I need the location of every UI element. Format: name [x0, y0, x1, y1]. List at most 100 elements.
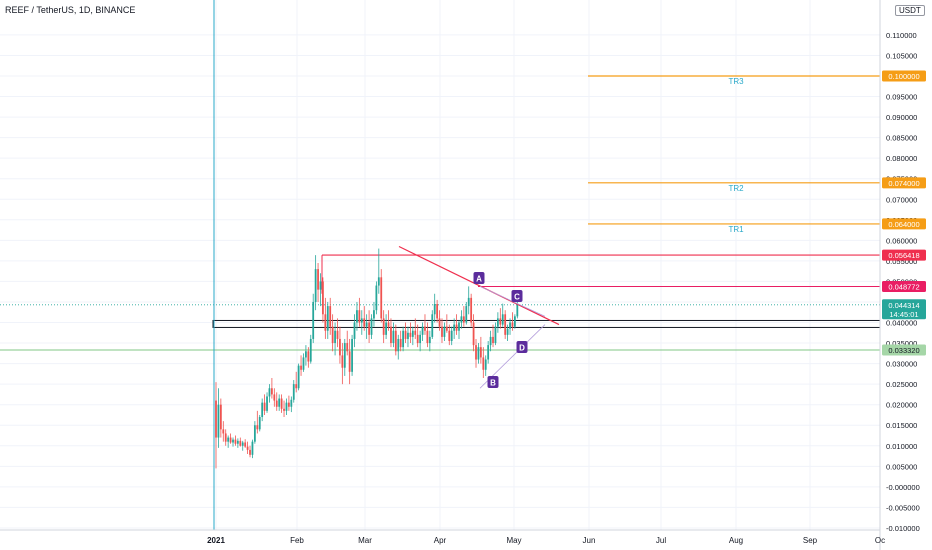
- candle: [363, 306, 366, 331]
- candle: [253, 421, 256, 444]
- pattern-marker: D: [516, 341, 528, 353]
- candle: [319, 273, 322, 307]
- y-tick-label: 0.035000: [886, 339, 917, 348]
- y-tick-label: 0.090000: [886, 113, 917, 122]
- candle: [285, 398, 288, 415]
- candle-body: [399, 338, 402, 348]
- candle-body: [409, 332, 412, 337]
- candle-body: [428, 336, 431, 344]
- candle-body: [375, 285, 378, 311]
- candle: [215, 382, 217, 469]
- candle-body: [300, 365, 302, 370]
- candle-body: [387, 322, 390, 327]
- candle-body: [516, 304, 519, 317]
- x-tick-label: 2021: [207, 536, 225, 545]
- candle-body: [346, 343, 349, 352]
- pattern-marker: A: [473, 272, 485, 284]
- candle-body: [484, 359, 487, 370]
- candle: [346, 330, 349, 356]
- candle: [382, 310, 385, 344]
- candles: [215, 248, 519, 469]
- candle: [334, 322, 336, 356]
- y-tick-label: -0.005000: [886, 503, 920, 512]
- candle: [227, 435, 230, 448]
- x-tick-label: May: [506, 536, 521, 545]
- candle-body: [302, 357, 305, 370]
- candle: [261, 398, 264, 422]
- drawings: [213, 0, 560, 530]
- candle: [283, 400, 285, 418]
- candle: [428, 330, 431, 352]
- price-label-box: [882, 177, 926, 189]
- candle-body: [477, 347, 480, 360]
- candle-body: [426, 330, 429, 344]
- candle: [331, 314, 334, 352]
- candle: [482, 347, 485, 378]
- candle: [278, 394, 281, 411]
- candle: [421, 322, 424, 342]
- time-axis[interactable]: 2021 Feb Mar Apr May Jun Jul Aug Sep Oc: [0, 529, 885, 545]
- grid: [0, 0, 881, 530]
- candle: [460, 310, 463, 329]
- candle: [402, 326, 405, 352]
- price-axis[interactable]: 0.110000 0.105000 0.100000 0.095000 0.090000…: [879, 0, 926, 550]
- candle: [232, 437, 234, 447]
- candle-body: [268, 388, 271, 397]
- candle-body: [348, 351, 351, 372]
- currency-button[interactable]: USDT: [895, 5, 925, 16]
- candle-body: [297, 365, 300, 389]
- candle-body: [501, 314, 504, 325]
- candle-body: [270, 388, 273, 395]
- candle: [222, 421, 225, 442]
- candle-body: [290, 399, 293, 407]
- y-tick-label: 0.005000: [886, 462, 917, 471]
- candle: [399, 330, 402, 352]
- candle: [492, 324, 494, 348]
- candle-body: [462, 316, 465, 323]
- price-label: 0.100000: [882, 70, 926, 82]
- chart-title: REEF / TetherUS, 1D, BINANCE: [5, 5, 136, 15]
- candle: [339, 326, 341, 364]
- candle-body: [261, 402, 264, 418]
- candle: [224, 429, 227, 446]
- candle-body: [441, 326, 443, 337]
- price-label: 0.074000: [882, 177, 926, 189]
- x-tick-label: Sep: [803, 536, 818, 545]
- candle: [219, 398, 222, 438]
- candle: [297, 363, 300, 391]
- candle: [309, 334, 312, 364]
- candle: [431, 310, 434, 339]
- marker-box: [516, 341, 528, 353]
- y-tick-label: 0.015000: [886, 421, 917, 430]
- candle-body: [307, 351, 310, 362]
- candle-body: [394, 330, 397, 352]
- candle-body: [397, 338, 400, 352]
- candle-body: [453, 324, 456, 331]
- candle-body: [407, 332, 409, 339]
- candle: [455, 314, 458, 335]
- candle-body: [256, 425, 259, 430]
- candle: [513, 314, 516, 329]
- candle-body: [292, 384, 295, 400]
- candle-body: [467, 297, 470, 307]
- candle-body: [455, 324, 458, 331]
- candle-body: [377, 277, 380, 286]
- candle-body: [448, 330, 451, 342]
- candle: [241, 440, 244, 451]
- x-tick-label: Jul: [656, 536, 666, 545]
- candle-body: [246, 446, 249, 450]
- candle-body: [438, 318, 441, 327]
- price-label-box: [882, 249, 926, 261]
- candle: [295, 371, 298, 393]
- candle: [358, 297, 361, 327]
- y-tick-label: 0.060000: [886, 236, 917, 245]
- candle-body: [492, 336, 494, 344]
- candle: [266, 392, 268, 413]
- candle-body: [358, 310, 361, 323]
- candle-body: [506, 328, 509, 335]
- candle-body: [458, 322, 460, 331]
- y-tick-label: 0.030000: [886, 360, 917, 369]
- price-label-box: [882, 218, 926, 230]
- candle: [275, 392, 278, 411]
